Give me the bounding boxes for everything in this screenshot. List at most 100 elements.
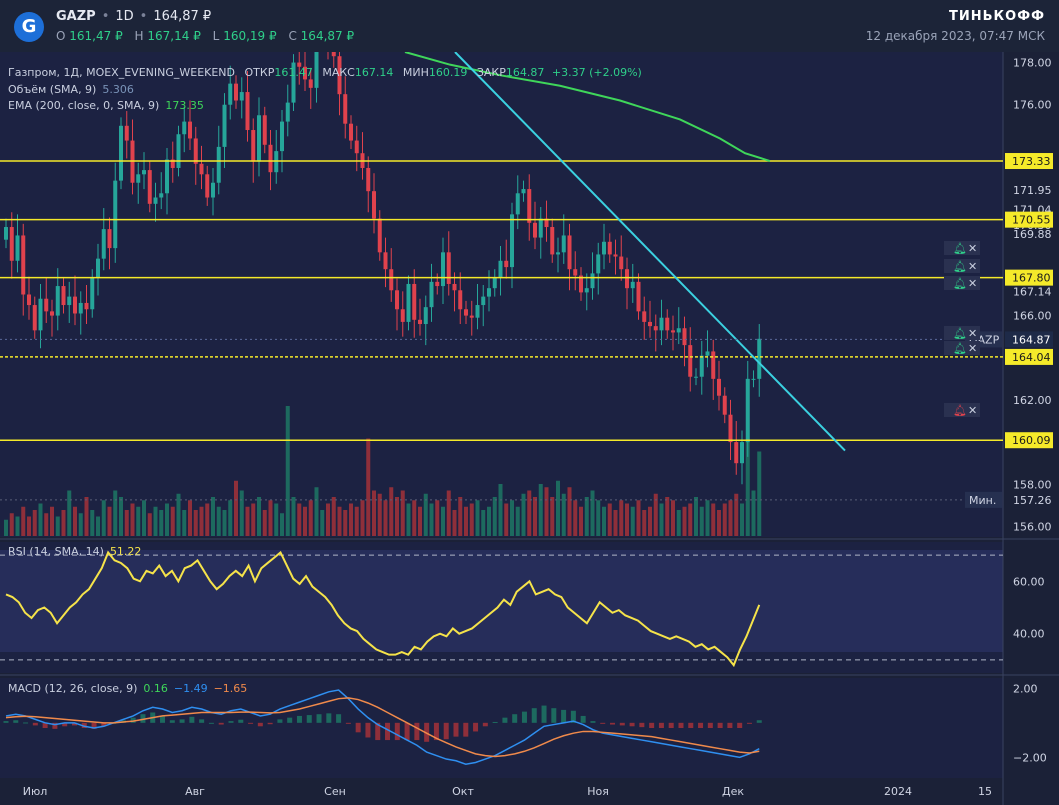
candle xyxy=(458,290,463,310)
level-tag[interactable] xyxy=(1005,153,1053,170)
macd-line xyxy=(5,689,760,765)
level-tag[interactable] xyxy=(1005,348,1053,365)
candle xyxy=(147,170,152,204)
bell-icon[interactable]: 🔔︎ xyxy=(953,260,967,273)
volume-bar xyxy=(199,506,204,536)
macd-histogram-bar xyxy=(580,715,586,723)
level-tag[interactable] xyxy=(1005,211,1053,228)
level-tag[interactable] xyxy=(1005,432,1053,449)
candle xyxy=(50,311,54,316)
candle xyxy=(78,302,83,314)
volume-bar xyxy=(487,506,491,536)
close-icon[interactable]: ✕ xyxy=(968,342,977,355)
volume-bar xyxy=(722,503,727,536)
candle xyxy=(9,227,14,261)
legend-main: Газпром, 1Д, MOEX_EVENING_WEEKEND xyxy=(8,66,235,79)
bell-icon[interactable]: 🔔︎ xyxy=(953,277,967,290)
candle xyxy=(544,218,549,228)
volume-bar xyxy=(745,441,750,536)
volume-bar xyxy=(274,503,279,536)
candle xyxy=(406,283,411,322)
level-tag-label: 167.80 xyxy=(1012,272,1051,285)
candle xyxy=(688,345,693,377)
candle xyxy=(481,296,486,306)
volume-bar xyxy=(435,500,440,536)
bell-icon[interactable]: 🔔︎ xyxy=(953,342,967,355)
candle xyxy=(475,305,480,318)
legend-macd-v2: −1.49 xyxy=(174,682,208,695)
trend-line[interactable] xyxy=(454,52,846,452)
candle xyxy=(412,283,417,320)
macd-histogram-bar xyxy=(179,719,185,723)
macd-histogram-bar xyxy=(414,722,420,741)
candle xyxy=(464,309,468,316)
min-price-label: 157.26 xyxy=(1013,494,1052,507)
candle xyxy=(596,254,601,274)
candle xyxy=(602,241,606,255)
volume-bar xyxy=(262,510,267,536)
candle xyxy=(216,146,221,183)
close-icon[interactable]: ✕ xyxy=(968,260,977,273)
candle xyxy=(740,442,744,464)
close-icon[interactable]: ✕ xyxy=(968,327,977,340)
bell-icon[interactable]: 🔔︎ xyxy=(953,327,967,340)
level-tag-label: 164.04 xyxy=(1012,351,1051,364)
volume-bar xyxy=(50,506,54,536)
main-pane[interactable] xyxy=(0,52,1003,537)
price-tick-label: 162.00 xyxy=(1013,394,1052,407)
interval-button[interactable]: 1D xyxy=(115,9,134,24)
macd-histogram-bar xyxy=(482,722,488,727)
candle xyxy=(15,235,20,261)
close-icon[interactable]: ✕ xyxy=(968,242,977,255)
close-icon[interactable]: ✕ xyxy=(968,404,977,417)
macd-histogram-bar xyxy=(424,722,430,742)
volume-bar xyxy=(556,480,560,536)
volume-bar xyxy=(188,500,192,536)
legend-close: 164.87 xyxy=(506,66,545,79)
candle xyxy=(73,296,77,314)
candle xyxy=(188,121,192,139)
candle xyxy=(119,125,123,181)
candle xyxy=(349,123,353,141)
price-tick-label: 158.00 xyxy=(1013,478,1052,491)
alert-icons[interactable]: 🔔︎ ✕ 🔔︎ ✕ 🔔︎ ✕ 🔔︎ ✕ 🔔︎ ✕ 🔔︎ ✕ xyxy=(944,241,980,417)
macd-histogram-bar xyxy=(199,719,205,723)
macd-histogram-bar xyxy=(42,722,48,728)
macd-histogram-bar xyxy=(267,722,273,725)
ticker-symbol[interactable]: GAZP xyxy=(56,9,96,24)
volume-bar xyxy=(15,516,20,536)
macd-indicator: 2.00 −2.00 xyxy=(3,682,1047,765)
volume-bar xyxy=(694,497,698,536)
rsi-tick-label: 40.00 xyxy=(1013,628,1045,641)
candle xyxy=(469,315,474,318)
volume-bar xyxy=(400,490,405,536)
candle xyxy=(665,317,670,331)
rsi-indicator: 60.00 40.00 xyxy=(0,550,1045,668)
bell-icon[interactable]: 🔔︎ xyxy=(953,404,967,417)
candle xyxy=(630,281,635,289)
time-axis[interactable]: Июл Авг Сен Окт Ноя Дек 2024 15 xyxy=(23,785,992,798)
price-tick-label: 156.00 xyxy=(1013,520,1052,533)
volume-bar xyxy=(44,513,49,536)
volume-bar xyxy=(521,493,526,536)
candle xyxy=(745,378,750,443)
volume-bars xyxy=(4,406,762,536)
legend-volume: Объём (SMA, 9) xyxy=(8,83,96,96)
candle xyxy=(90,277,95,310)
chart-canvas[interactable]: 178.00 176.00 166.00 162.00 158.00 156.00 171.… xyxy=(0,52,1059,805)
macd-histogram-bar xyxy=(169,720,175,723)
macd-histogram-bar xyxy=(629,722,635,727)
close-icon[interactable]: ✕ xyxy=(968,277,977,290)
macd-pane[interactable] xyxy=(0,678,1003,778)
level-tag[interactable] xyxy=(1005,269,1053,286)
volume-bar xyxy=(383,500,388,536)
bell-icon[interactable]: 🔔︎ xyxy=(953,242,967,255)
horizontal-levels[interactable] xyxy=(0,160,1003,441)
volume-bar xyxy=(676,510,681,536)
volume-bar xyxy=(124,510,129,536)
volume-bar xyxy=(337,506,342,536)
candle xyxy=(308,79,313,88)
candle xyxy=(32,305,37,331)
price-axis[interactable]: 178.00 176.00 166.00 162.00 158.00 156.00 171.… xyxy=(965,57,1053,534)
time-tick-label: Июл xyxy=(23,785,48,798)
